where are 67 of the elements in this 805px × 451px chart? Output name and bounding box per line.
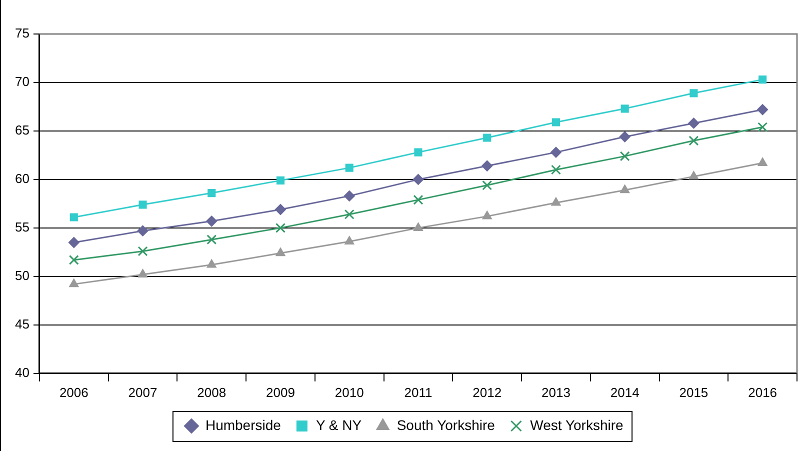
x-tick-label: 2011 xyxy=(404,384,432,400)
x-tick-label: 2016 xyxy=(748,384,778,400)
legend-label: South Yorkshire xyxy=(396,416,496,433)
point xyxy=(276,248,286,256)
point xyxy=(620,151,630,162)
point xyxy=(551,197,561,206)
y-tick-label: 45 xyxy=(14,316,30,332)
x-tick-label: 2009 xyxy=(266,384,295,400)
x-tick-label: 2007 xyxy=(128,384,158,400)
point xyxy=(206,234,217,245)
point xyxy=(137,225,148,236)
point xyxy=(550,146,562,158)
point xyxy=(276,176,285,184)
point xyxy=(619,131,630,142)
point xyxy=(758,122,768,132)
point xyxy=(758,157,768,166)
point xyxy=(758,76,767,84)
point xyxy=(688,118,700,129)
y-tick-label: 60 xyxy=(14,171,30,186)
point xyxy=(482,210,492,220)
x-tick-label: 2014 xyxy=(610,384,640,400)
legend-label: West Yorkshire xyxy=(530,416,624,433)
point xyxy=(550,164,561,175)
point xyxy=(70,213,78,222)
point xyxy=(276,222,286,233)
point xyxy=(552,118,560,126)
y-tick-label: 50 xyxy=(14,268,30,284)
point xyxy=(69,278,79,288)
point xyxy=(412,174,424,185)
x-tick-label: 2010 xyxy=(334,384,364,400)
point xyxy=(68,254,79,265)
point xyxy=(757,104,768,116)
point xyxy=(413,194,424,205)
point xyxy=(344,190,355,202)
point xyxy=(138,200,147,209)
y-tick-label: 55 xyxy=(14,220,30,235)
point xyxy=(345,164,354,172)
point xyxy=(482,180,492,190)
point xyxy=(344,236,354,245)
legend-label: Humberside xyxy=(205,416,282,433)
legend-label: Y & NY xyxy=(316,416,362,433)
point xyxy=(413,222,424,231)
x-tick-label: 2012 xyxy=(472,384,502,400)
x-tick-label: 2013 xyxy=(542,384,570,400)
point xyxy=(688,171,699,180)
point xyxy=(274,204,286,216)
x-tick-label: 2008 xyxy=(197,384,226,400)
x-tick-label: 2015 xyxy=(679,384,708,400)
point xyxy=(688,136,699,146)
point xyxy=(208,189,216,198)
point xyxy=(138,246,148,256)
y-tick-label: 70 xyxy=(14,74,30,90)
point xyxy=(68,236,80,248)
point xyxy=(483,134,492,142)
point xyxy=(206,216,218,227)
point xyxy=(690,89,698,98)
point xyxy=(620,184,630,194)
y-tick-label: 40 xyxy=(14,364,30,380)
x-tick-label: 2006 xyxy=(59,384,88,400)
point xyxy=(620,104,629,113)
point xyxy=(344,209,354,220)
point xyxy=(206,259,216,268)
point xyxy=(482,160,493,172)
y-tick-label: 65 xyxy=(14,122,30,138)
point xyxy=(414,148,422,156)
point xyxy=(138,268,148,278)
y-tick-label: 75 xyxy=(14,26,30,41)
